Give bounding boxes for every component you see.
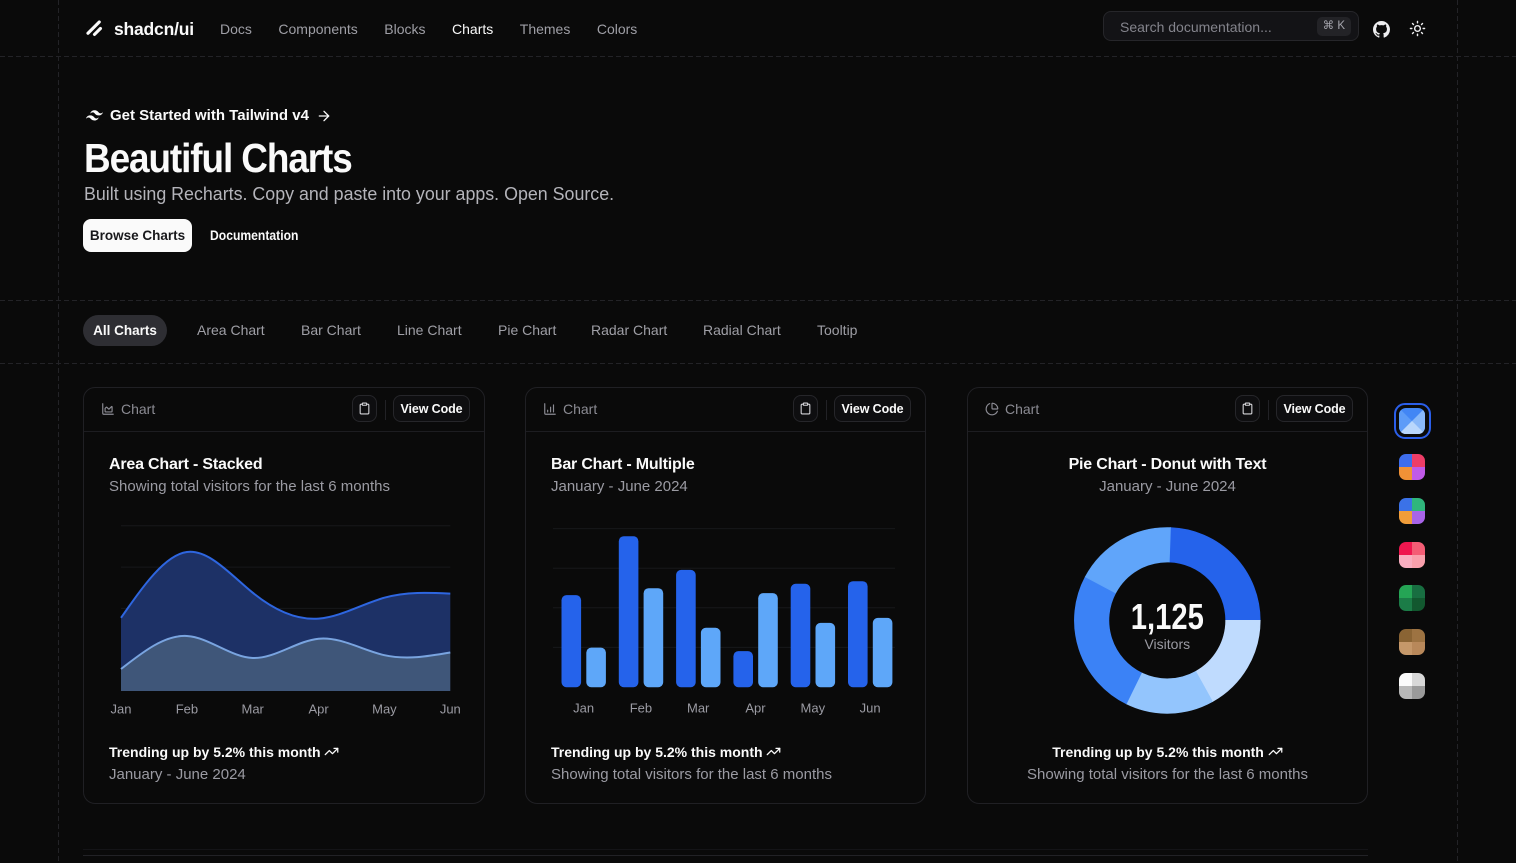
svg-text:Jan: Jan (111, 702, 132, 717)
svg-text:Apr: Apr (745, 701, 766, 716)
svg-text:Feb: Feb (176, 702, 198, 717)
svg-text:May: May (801, 701, 826, 716)
svg-text:Mar: Mar (687, 701, 710, 716)
svg-text:Jan: Jan (573, 701, 594, 716)
svg-text:1,125: 1,125 (1131, 596, 1204, 637)
svg-text:Apr: Apr (308, 702, 329, 717)
svg-text:May: May (372, 702, 397, 717)
svg-text:Mar: Mar (242, 702, 265, 717)
svg-text:Feb: Feb (630, 701, 652, 716)
svg-text:Jun: Jun (440, 702, 461, 717)
svg-text:Visitors: Visitors (1144, 636, 1190, 652)
svg-text:Jun: Jun (860, 701, 881, 716)
